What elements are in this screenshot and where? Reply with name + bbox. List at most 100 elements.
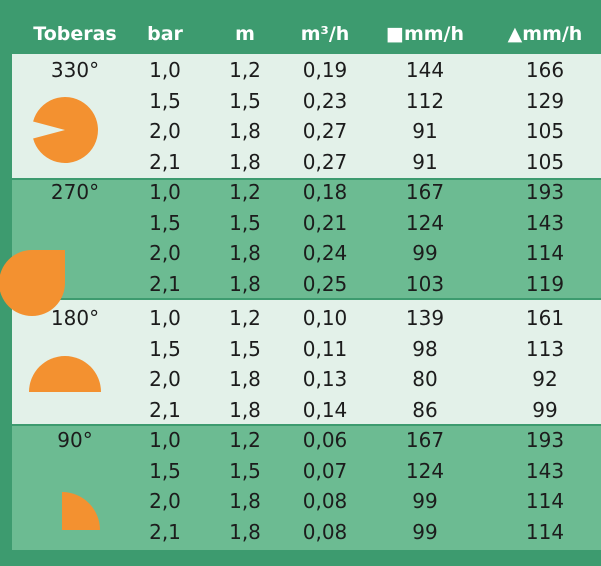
cell: 1,2 bbox=[229, 180, 261, 204]
band-dark bbox=[12, 180, 601, 298]
cell: 124 bbox=[405, 458, 445, 483]
cell: 103 bbox=[405, 271, 445, 296]
nozzle-label: 180° bbox=[50, 306, 100, 330]
header-cell: m bbox=[235, 23, 255, 45]
cell: 91 bbox=[412, 119, 438, 143]
cell: 113 bbox=[525, 336, 565, 361]
cell: 1,2 bbox=[229, 58, 261, 82]
cell: 0,27 bbox=[302, 119, 348, 143]
cell: 0,07 bbox=[302, 458, 348, 483]
cell: 124 bbox=[405, 210, 445, 235]
cell: 1,8 bbox=[229, 489, 261, 513]
header-cell: bar bbox=[147, 23, 183, 45]
cell: 91 bbox=[412, 149, 438, 174]
cell: 2,0 bbox=[149, 241, 181, 265]
cell: 144 bbox=[405, 58, 445, 82]
cell: 2,1 bbox=[149, 149, 181, 174]
cell: 92 bbox=[532, 367, 558, 391]
cell: 0,21 bbox=[302, 210, 348, 235]
cell: 99 bbox=[412, 489, 438, 513]
cell: 112 bbox=[405, 88, 445, 113]
cell: 1,8 bbox=[229, 397, 261, 422]
cell: 166 bbox=[525, 58, 565, 82]
nozzle-label: 330° bbox=[50, 58, 100, 82]
cell: 0,27 bbox=[302, 149, 348, 174]
cell: 1,0 bbox=[149, 180, 181, 204]
shape-330 bbox=[33, 97, 98, 163]
cell: 1,5 bbox=[229, 88, 261, 113]
cell: 0,14 bbox=[302, 397, 348, 422]
cell: 0,08 bbox=[302, 489, 348, 513]
cell: 2,0 bbox=[149, 119, 181, 143]
header-cell: ▲mm/h bbox=[507, 23, 583, 45]
header-cell: m³/h bbox=[300, 23, 350, 45]
cell: 0,24 bbox=[302, 241, 348, 265]
cell: 99 bbox=[532, 397, 558, 422]
cell: 119 bbox=[525, 271, 565, 296]
cell: 143 bbox=[525, 458, 565, 483]
cell: 114 bbox=[525, 241, 565, 265]
cell: 0,11 bbox=[302, 336, 348, 361]
band-light bbox=[12, 300, 601, 424]
cell: 2,0 bbox=[149, 489, 181, 513]
nozzle-label: 270° bbox=[50, 180, 100, 204]
cell: 161 bbox=[525, 306, 565, 330]
cell: 1,8 bbox=[229, 271, 261, 296]
cell: 139 bbox=[405, 306, 445, 330]
shape-90 bbox=[62, 492, 100, 530]
cell: 0,13 bbox=[302, 367, 348, 391]
nozzle-label: 90° bbox=[57, 428, 93, 452]
header-cell: Toberas bbox=[33, 23, 117, 45]
cell: 2,1 bbox=[149, 397, 181, 422]
cell: 1,5 bbox=[229, 336, 261, 361]
cell: 0,25 bbox=[302, 271, 348, 296]
band-light bbox=[12, 54, 601, 178]
cell: 105 bbox=[525, 149, 565, 174]
cell: 193 bbox=[525, 180, 565, 204]
band-dark bbox=[12, 426, 601, 550]
shape-180 bbox=[29, 356, 101, 392]
cell: 1,8 bbox=[229, 149, 261, 174]
cell: 114 bbox=[525, 519, 565, 544]
cell: 114 bbox=[525, 489, 565, 513]
cell: 2,1 bbox=[149, 271, 181, 296]
cell: 99 bbox=[412, 519, 438, 544]
cell: 1,0 bbox=[149, 58, 181, 82]
cell: 167 bbox=[405, 180, 445, 204]
cell: 1,5 bbox=[149, 210, 181, 235]
cell: 0,10 bbox=[302, 306, 348, 330]
cell: 1,5 bbox=[149, 458, 181, 483]
cell: 1,8 bbox=[229, 519, 261, 544]
cell: 86 bbox=[412, 397, 438, 422]
cell: 80 bbox=[412, 367, 438, 391]
cell: 0,23 bbox=[302, 88, 348, 113]
cell: 2,0 bbox=[149, 367, 181, 391]
cell: 167 bbox=[405, 428, 445, 452]
cell: 1,5 bbox=[229, 458, 261, 483]
cell: 0,08 bbox=[302, 519, 348, 544]
cell: 1,5 bbox=[149, 336, 181, 361]
cell: 0,19 bbox=[302, 58, 348, 82]
cell: 1,0 bbox=[149, 428, 181, 452]
cell: 1,8 bbox=[229, 241, 261, 265]
cell: 0,18 bbox=[302, 180, 348, 204]
cell: 129 bbox=[525, 88, 565, 113]
cell: 105 bbox=[525, 119, 565, 143]
cell: 1,8 bbox=[229, 119, 261, 143]
cell: 1,5 bbox=[229, 210, 261, 235]
header-cell: ■mm/h bbox=[385, 23, 465, 45]
cell: 1,2 bbox=[229, 428, 261, 452]
cell: 1,0 bbox=[149, 306, 181, 330]
cell: 2,1 bbox=[149, 519, 181, 544]
cell: 1,2 bbox=[229, 306, 261, 330]
cell: 99 bbox=[412, 241, 438, 265]
cell: 193 bbox=[525, 428, 565, 452]
cell: 0,06 bbox=[302, 428, 348, 452]
cell: 98 bbox=[412, 336, 438, 361]
cell: 143 bbox=[525, 210, 565, 235]
cell: 1,8 bbox=[229, 367, 261, 391]
shape-270 bbox=[0, 250, 65, 316]
cell: 1,5 bbox=[149, 88, 181, 113]
